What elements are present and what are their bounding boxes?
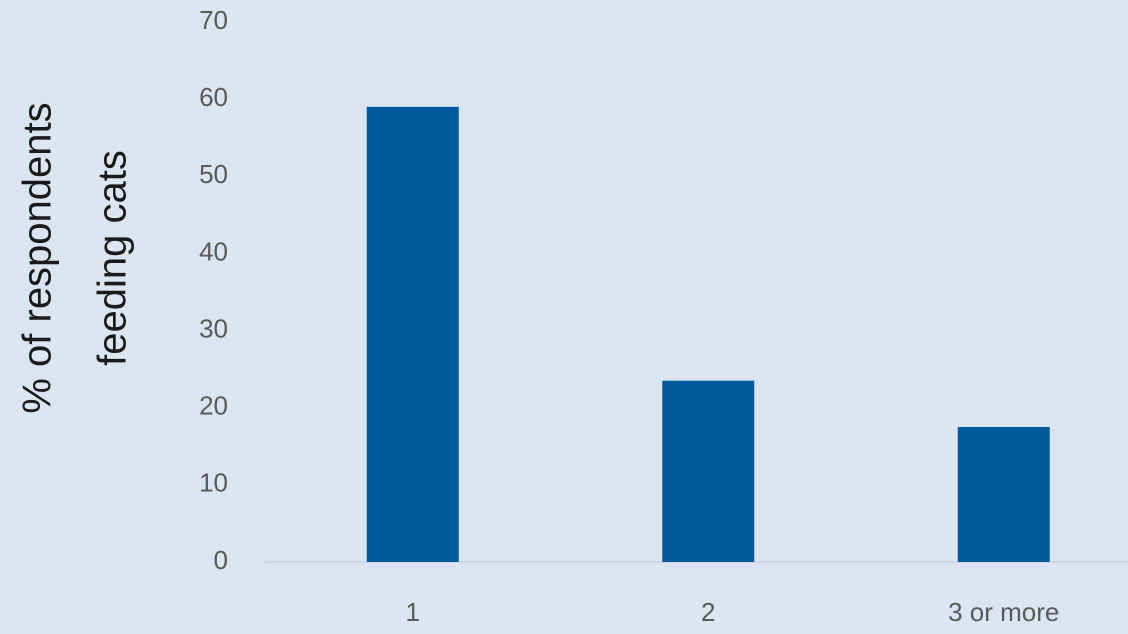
y-axis-title-line: % of respondents	[16, 102, 60, 413]
x-tick-label: 1	[406, 597, 420, 627]
y-axis-title: feeding cats	[91, 150, 135, 366]
bar	[662, 380, 755, 562]
bar	[957, 427, 1050, 562]
y-tick-label: 0	[214, 545, 228, 575]
y-axis-title: % of respondents	[16, 102, 60, 413]
y-tick-label: 30	[199, 313, 228, 343]
y-tick-label: 60	[199, 82, 228, 112]
y-tick-label: 40	[199, 236, 228, 266]
y-tick-label: 10	[199, 468, 228, 498]
x-tick-label: 3 or more	[948, 597, 1059, 627]
y-tick-label: 20	[199, 391, 228, 421]
y-tick-label: 50	[199, 159, 228, 189]
y-axis-title-line: feeding cats	[91, 150, 135, 366]
y-tick-label: 70	[199, 5, 228, 35]
bar	[366, 106, 459, 562]
x-tick-label: 2	[701, 597, 715, 627]
